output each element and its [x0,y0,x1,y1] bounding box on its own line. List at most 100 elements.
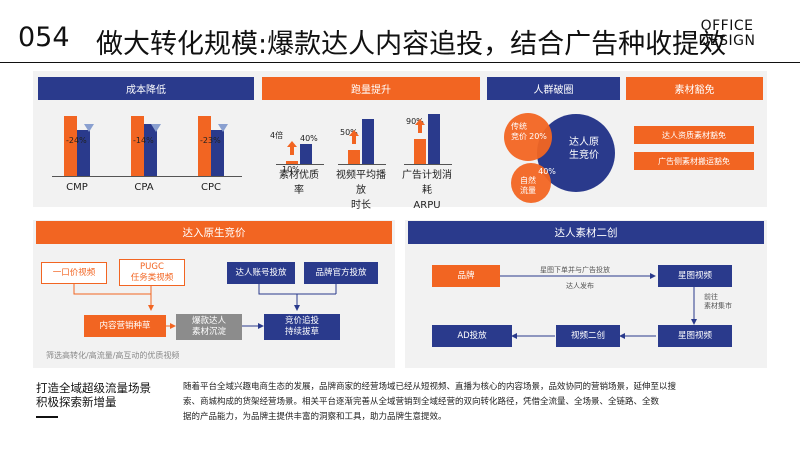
volume-lift-label: 4倍 [270,131,284,140]
brand-logo-text: OFFICE DESIGN [672,19,782,49]
volume-baseline [404,164,452,165]
remix-connectors [500,273,697,339]
box-fixed-price-video: 一口价视频 [41,262,107,284]
overlap-pct-natural: 40% [538,167,556,176]
circle-traditional-label: 传统 竞价 [506,122,532,142]
box-viral-material: 爆款达人 素材沉淀 [176,314,242,340]
cost-chart: -24% CMP -14% CPA -23% CPC [38,100,254,205]
volume-category-line: 率 [294,185,304,196]
cost-bar-after [77,130,90,176]
volume-up-arrow-head [287,141,297,148]
cost-category-label: CMP [66,182,88,193]
cost-change-label: -14% [133,136,154,145]
title-divider [0,62,800,63]
para-line-2: 索、商城构成的货架经营场景。相关平台逐渐完善从全域营销到全域经营的双向转化路径，… [183,397,660,407]
native-bidding-header: 达入原生竞价 [36,221,392,244]
box-talent-account: 达人账号投放 [227,262,295,284]
volume-bar-before [286,161,298,164]
material-header: 素材豁免 [626,77,763,100]
cost-change-label: -24% [66,136,87,145]
page-number: 054 [18,22,70,53]
volume-value-label: 50% [340,128,358,138]
cost-down-arrow [151,124,161,132]
native-bidding-title: 达入原生竞价 [182,227,246,239]
volume-category-line: 素材优质 [279,170,319,181]
bottom-heading: 打造全域超级流量场景 积极探索新增量 [36,381,151,409]
note-material-market: 前往 素材集市 [704,293,732,311]
cost-bar-after [211,129,224,176]
native-bidding-connectors [73,283,337,329]
bottom-heading-line-1: 打造全域超级流量场景 [36,381,151,395]
volume-baseline [338,164,386,165]
note-publish: 达人发布 [566,282,594,290]
bottom-paragraph: 随着平台全域兴趣电商生态的发展，品牌商家的经营场域已经从短视频、直播为核心的内容… [183,380,773,425]
cost-bar-before [131,116,144,176]
material-title: 素材豁免 [674,85,715,96]
cost-bar-after [144,124,157,176]
box-ad-delivery: AD投放 [432,325,512,347]
volume-category-line: 广告计划消耗 [402,170,452,196]
box-star-video-top: 星图视频 [658,265,732,287]
cost-header: 成本降低 [38,77,254,100]
volume-up-arrow-head [415,119,425,126]
crowd-header: 人群破圈 [487,77,620,100]
box-brand: 品牌 [432,265,500,287]
material-item-ad: 广告侧素材搬运豁免 [634,152,754,170]
volume-bar-after [428,114,440,164]
volume-category-label: 广告计划消耗 ARPU [398,168,456,213]
cost-down-arrow [84,124,94,132]
volume-up-arrow-stem [290,147,294,156]
volume-up-arrow-head [349,130,359,137]
box-bid-followup: 竞价追投 持续拔草 [264,314,340,340]
brand-line-1: OFFICE [700,18,754,34]
volume-bar-before [414,139,426,164]
connector-a-e [73,283,154,311]
connector-c-d [258,283,336,295]
cost-baseline [52,176,242,177]
volume-title: 跑量提升 [351,85,391,96]
remix-header: 达人素材二创 [408,221,764,244]
remix-title: 达人素材二创 [554,227,618,239]
box-video-remix: 视频二创 [556,325,620,347]
volume-up-arrow-stem [352,136,356,145]
volume-low-label: 10% [282,165,300,174]
box-pugc-line-2: 任务类视频 [130,272,174,283]
box-pugc-video: PUGC 任务类视频 [119,259,185,286]
note-right-line-1: 前往 [704,293,718,301]
box-viral-line-2: 素材沉淀 [191,327,226,337]
cost-bar-before [198,116,211,176]
box-bid-line-2: 持续拔草 [284,327,319,337]
volume-category-line: ARPU [413,200,441,211]
circle-native-label-1: 达人原 [569,137,599,148]
cost-category-label: CPC [201,182,221,193]
page-title: 做大转化规模:爆款达人内容追投，结合广告种收提效 [96,29,727,60]
cost-category-label: CPA [134,182,154,193]
circle-traditional-label-1: 传统 [511,122,527,131]
bottom-heading-line-2: 积极探索新增量 [36,395,117,409]
overlap-pct-traditional: 20% [529,132,547,141]
volume-header: 跑量提升 [262,77,480,100]
note-right-line-2: 素材集市 [704,302,732,310]
volume-bar-after [362,119,374,164]
native-bidding-footnote: 筛选高转化/高流量/高互动的优质视频 [46,351,180,360]
circle-traditional-label-2: 竞价 [511,132,527,141]
circle-natural-label-1: 自然 [520,176,536,185]
cost-bar-before [64,116,77,176]
box-viral-line-1: 爆款达人 [191,316,226,326]
circle-traditional-bidding [504,113,552,161]
volume-value-label: 90% [406,117,424,127]
box-bid-line-1: 竞价追投 [284,316,319,326]
cost-down-arrow [218,124,228,132]
circle-natural-label-2: 流量 [520,186,536,195]
para-line-3: 据的产品能力，为品牌主提供丰富的洞察和工具，助力品牌生意提效。 [183,412,447,422]
box-brand-official: 品牌官方投放 [304,262,378,284]
box-pugc-line-1: PUGC [140,261,164,272]
circle-native-label-2: 生竞价 [569,150,599,161]
circle-natural-traffic [511,163,551,203]
box-content-marketing: 内容营销种草 [84,315,166,337]
volume-up-arrow-stem [418,125,422,134]
crowd-title: 人群破圈 [533,85,574,96]
volume-chart: 40% 10% 素材优质率 50% 视频平均播放 时长 90% 广告计划消耗 ARPU 4倍 [262,100,480,211]
circle-natural-label: 自然 流量 [515,176,541,196]
box-star-video-bottom: 星图视频 [658,325,732,347]
